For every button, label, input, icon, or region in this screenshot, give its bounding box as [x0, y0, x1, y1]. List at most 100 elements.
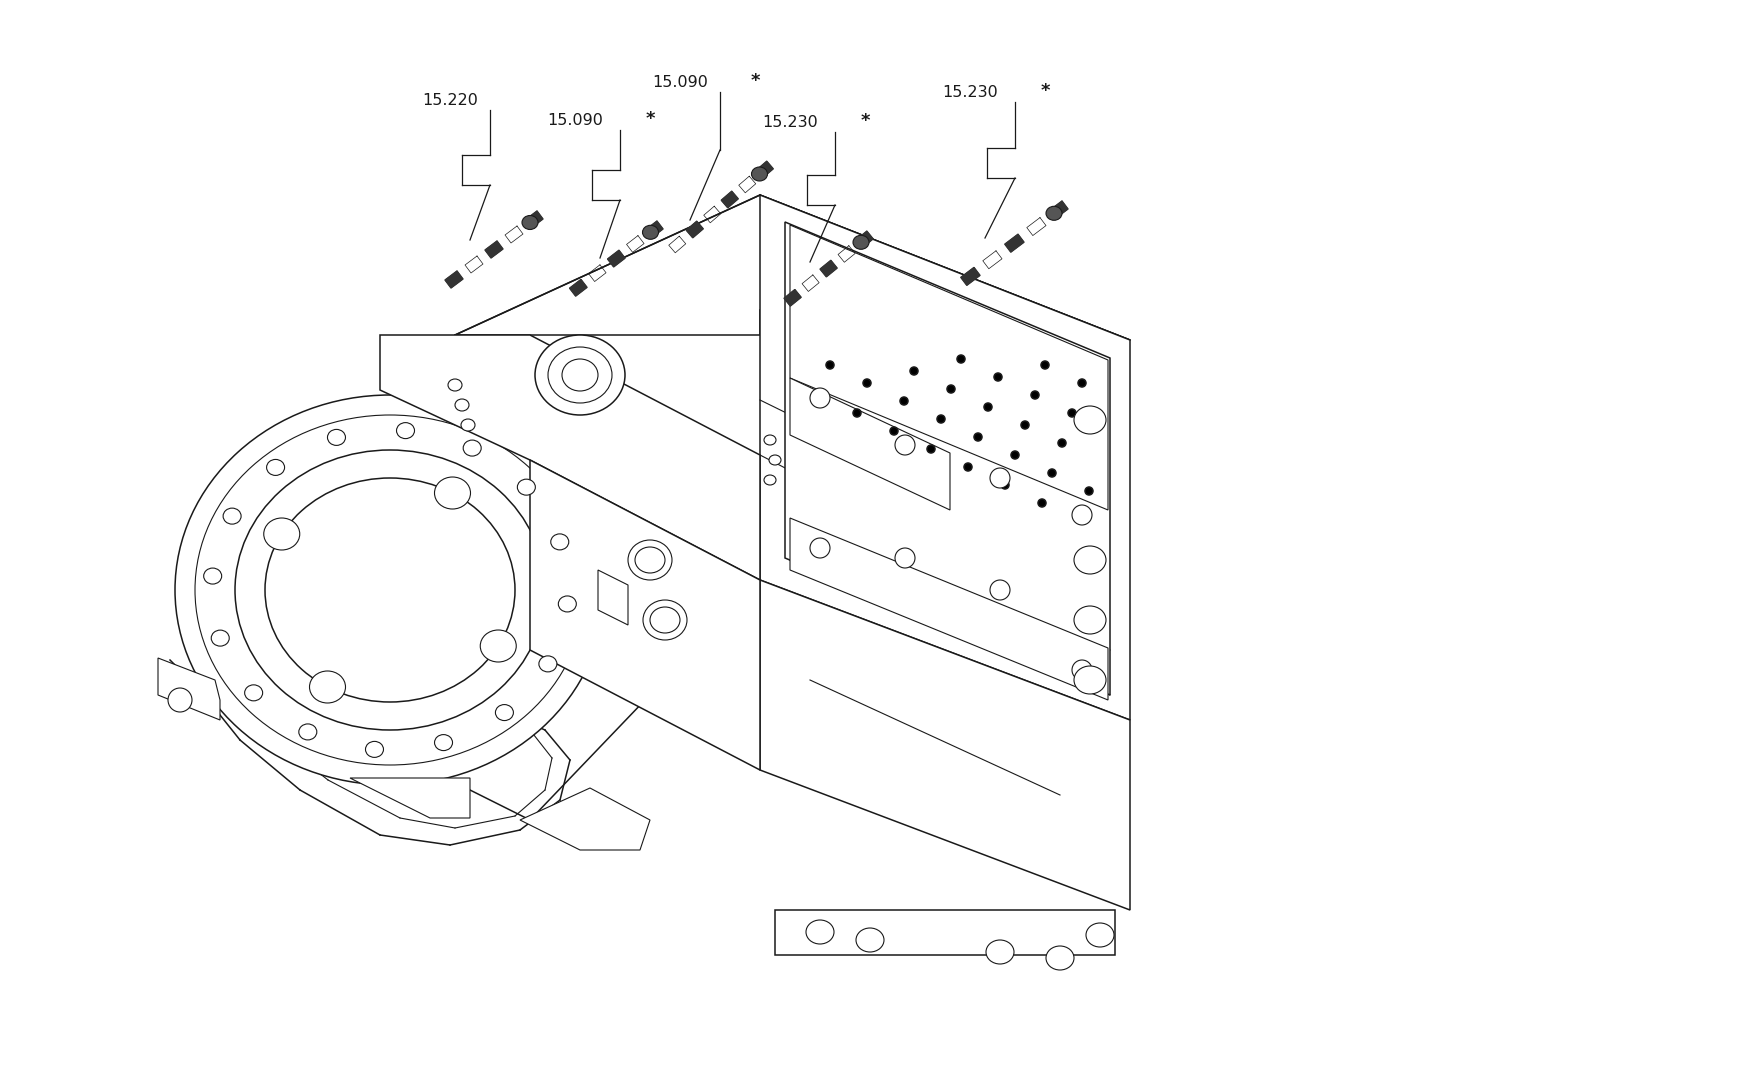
Polygon shape	[784, 290, 800, 306]
Ellipse shape	[650, 607, 680, 633]
Ellipse shape	[989, 468, 1009, 488]
Polygon shape	[485, 241, 503, 258]
Ellipse shape	[635, 547, 664, 574]
Ellipse shape	[1073, 546, 1106, 574]
Ellipse shape	[1031, 391, 1038, 399]
Ellipse shape	[551, 534, 569, 550]
Polygon shape	[645, 221, 663, 238]
Polygon shape	[598, 570, 628, 625]
Ellipse shape	[816, 391, 824, 399]
Ellipse shape	[496, 704, 513, 720]
Ellipse shape	[310, 671, 346, 703]
Polygon shape	[960, 268, 979, 286]
Ellipse shape	[1021, 421, 1028, 429]
Ellipse shape	[1071, 505, 1092, 525]
Polygon shape	[569, 279, 586, 296]
Ellipse shape	[889, 427, 897, 435]
Ellipse shape	[1010, 450, 1019, 459]
Ellipse shape	[763, 475, 776, 485]
Ellipse shape	[169, 688, 191, 712]
Ellipse shape	[1057, 439, 1066, 447]
Ellipse shape	[956, 355, 965, 363]
Ellipse shape	[643, 600, 687, 640]
Ellipse shape	[558, 596, 576, 612]
Polygon shape	[525, 211, 543, 228]
Text: *: *	[645, 110, 654, 128]
Text: *: *	[750, 72, 760, 90]
Ellipse shape	[856, 928, 883, 952]
Ellipse shape	[1040, 361, 1049, 369]
Polygon shape	[756, 162, 772, 178]
Ellipse shape	[1073, 606, 1106, 635]
Polygon shape	[760, 580, 1129, 910]
Polygon shape	[530, 460, 760, 770]
Ellipse shape	[176, 395, 605, 785]
Ellipse shape	[1045, 207, 1061, 220]
Ellipse shape	[628, 540, 671, 580]
Ellipse shape	[909, 367, 918, 374]
Polygon shape	[856, 231, 873, 247]
Ellipse shape	[986, 941, 1014, 964]
Ellipse shape	[852, 409, 861, 417]
Ellipse shape	[1047, 469, 1056, 477]
Ellipse shape	[264, 518, 299, 550]
Text: 15.090: 15.090	[652, 75, 708, 90]
Polygon shape	[819, 260, 836, 277]
Polygon shape	[454, 195, 1129, 340]
Ellipse shape	[195, 415, 584, 765]
Polygon shape	[158, 658, 219, 720]
Ellipse shape	[863, 379, 871, 387]
Ellipse shape	[461, 419, 475, 431]
Ellipse shape	[1071, 660, 1092, 681]
Polygon shape	[790, 225, 1108, 510]
Ellipse shape	[539, 656, 556, 672]
Ellipse shape	[810, 388, 830, 408]
Polygon shape	[607, 250, 624, 266]
Polygon shape	[685, 221, 703, 238]
Polygon shape	[1003, 234, 1024, 253]
Ellipse shape	[365, 742, 383, 758]
Ellipse shape	[534, 335, 624, 415]
Ellipse shape	[984, 403, 991, 411]
Ellipse shape	[463, 440, 482, 456]
Ellipse shape	[562, 360, 598, 391]
Ellipse shape	[327, 429, 346, 445]
Ellipse shape	[516, 479, 536, 495]
Ellipse shape	[899, 397, 908, 406]
Ellipse shape	[937, 415, 944, 423]
Ellipse shape	[1068, 409, 1075, 417]
Text: *: *	[859, 112, 870, 129]
Ellipse shape	[480, 630, 516, 662]
Ellipse shape	[1073, 406, 1106, 434]
Polygon shape	[790, 518, 1108, 700]
Ellipse shape	[769, 455, 781, 465]
Ellipse shape	[447, 379, 463, 391]
Ellipse shape	[203, 568, 221, 584]
Ellipse shape	[642, 226, 657, 240]
Ellipse shape	[810, 538, 830, 557]
Ellipse shape	[1045, 946, 1073, 970]
Ellipse shape	[894, 435, 915, 455]
Ellipse shape	[223, 508, 242, 524]
Ellipse shape	[927, 445, 934, 453]
Polygon shape	[445, 271, 463, 288]
Polygon shape	[379, 335, 760, 580]
Ellipse shape	[894, 548, 915, 568]
Ellipse shape	[235, 450, 544, 730]
Ellipse shape	[435, 477, 470, 509]
Ellipse shape	[266, 459, 285, 475]
Ellipse shape	[805, 920, 833, 944]
Ellipse shape	[974, 433, 981, 441]
Ellipse shape	[299, 724, 316, 740]
Ellipse shape	[435, 735, 452, 750]
Ellipse shape	[245, 685, 263, 701]
Text: 15.090: 15.090	[546, 113, 603, 128]
Polygon shape	[760, 195, 1129, 720]
Ellipse shape	[989, 580, 1009, 600]
Ellipse shape	[522, 215, 537, 229]
Polygon shape	[350, 778, 470, 817]
Ellipse shape	[1078, 379, 1085, 387]
Ellipse shape	[993, 373, 1002, 381]
Ellipse shape	[210, 630, 230, 646]
Ellipse shape	[1085, 487, 1092, 495]
